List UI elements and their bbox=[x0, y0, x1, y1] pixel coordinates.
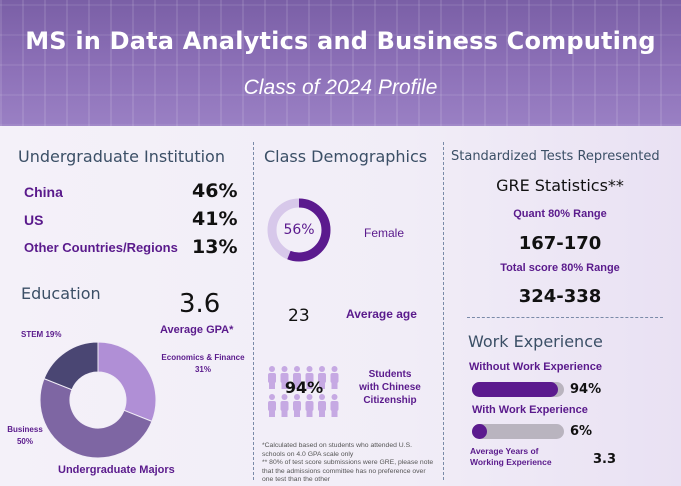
person-icon bbox=[318, 394, 326, 417]
column-divider-1 bbox=[253, 142, 254, 480]
demographics-title: Class Demographics bbox=[264, 147, 428, 166]
tests-title: Standardized Tests Represented bbox=[451, 149, 660, 164]
majors-slice-stem bbox=[43, 341, 99, 391]
people-icon-group bbox=[268, 366, 339, 417]
with-work-bar-fill bbox=[472, 424, 487, 439]
major-econ-label: Economics & Finance 31% bbox=[161, 353, 245, 374]
institution-other-value: 13% bbox=[192, 236, 238, 258]
quant-range-label: Quant 80% Range bbox=[513, 208, 607, 220]
page-title: MS in Data Analytics and Business Comput… bbox=[25, 27, 656, 55]
female-pct: 56% bbox=[283, 222, 315, 238]
person-icon bbox=[280, 394, 289, 417]
institution-other-label: Other Countries/Regions bbox=[24, 240, 178, 255]
header-background-image bbox=[0, 0, 681, 126]
education-title: Education bbox=[21, 284, 101, 303]
avg-years-label: Average Years of Working Experience bbox=[470, 446, 552, 467]
work-title: Work Experience bbox=[468, 332, 603, 351]
major-stem-label: STEM 19% bbox=[21, 330, 62, 339]
majors-donut-chart bbox=[39, 341, 157, 459]
chinese-citizenship-label: Students with Chinese Citizenship bbox=[359, 369, 421, 406]
tests-work-divider bbox=[467, 317, 663, 318]
without-work-bar-fill bbox=[472, 382, 559, 397]
major-business-label: Business 50% bbox=[7, 425, 43, 446]
institution-china-label: China bbox=[24, 184, 63, 200]
column-divider-2 bbox=[443, 142, 444, 480]
person-icon bbox=[280, 366, 289, 389]
average-age-value: 23 bbox=[288, 306, 310, 326]
person-icon bbox=[318, 366, 326, 389]
gpa-value: 3.6 bbox=[179, 289, 221, 319]
total-range-label: Total score 80% Range bbox=[500, 262, 620, 274]
chinese-citizenship-pct: 94% bbox=[284, 378, 324, 397]
female-ring-fill bbox=[267, 198, 331, 262]
gpa-label: Average GPA* bbox=[160, 324, 234, 336]
female-ring-chart bbox=[267, 198, 331, 262]
person-icon bbox=[293, 366, 301, 389]
without-work-bar bbox=[472, 382, 564, 397]
quant-range-value: 167-170 bbox=[518, 233, 602, 254]
with-work-bar bbox=[472, 424, 564, 439]
page-subtitle: Class of 2024 Profile bbox=[243, 76, 438, 99]
header-banner: MS in Data Analytics and Business Comput… bbox=[0, 0, 681, 126]
institution-title: Undergraduate Institution bbox=[18, 147, 225, 166]
without-work-label: Without Work Experience bbox=[469, 361, 602, 373]
person-icon bbox=[330, 366, 339, 389]
gre-title: GRE Statistics** bbox=[496, 176, 624, 195]
person-icon bbox=[293, 394, 301, 417]
female-label: Female bbox=[364, 226, 405, 240]
person-icon bbox=[305, 366, 314, 389]
institution-us-label: US bbox=[24, 212, 44, 228]
person-icon bbox=[330, 394, 339, 417]
without-work-pct: 94% bbox=[570, 382, 602, 397]
majors-chart-label: Undergraduate Majors bbox=[58, 464, 175, 476]
person-icon bbox=[268, 394, 276, 417]
total-range-value: 324-338 bbox=[518, 286, 602, 307]
with-work-label: With Work Experience bbox=[472, 404, 588, 416]
average-age-label: Average age bbox=[346, 307, 417, 321]
footnotes: *Calculated based on students who attend… bbox=[262, 442, 434, 484]
majors-slice-business bbox=[39, 377, 153, 459]
person-icon bbox=[305, 394, 314, 417]
person-icon bbox=[268, 366, 276, 389]
institution-us-value: 41% bbox=[192, 208, 238, 230]
institution-china-value: 46% bbox=[192, 180, 238, 202]
majors-slice-economics-finance bbox=[97, 341, 157, 423]
with-work-pct: 6% bbox=[570, 424, 593, 439]
avg-years-value: 3.3 bbox=[593, 452, 617, 467]
main-content: Undergraduate Institution China 46% US 4… bbox=[0, 126, 681, 486]
